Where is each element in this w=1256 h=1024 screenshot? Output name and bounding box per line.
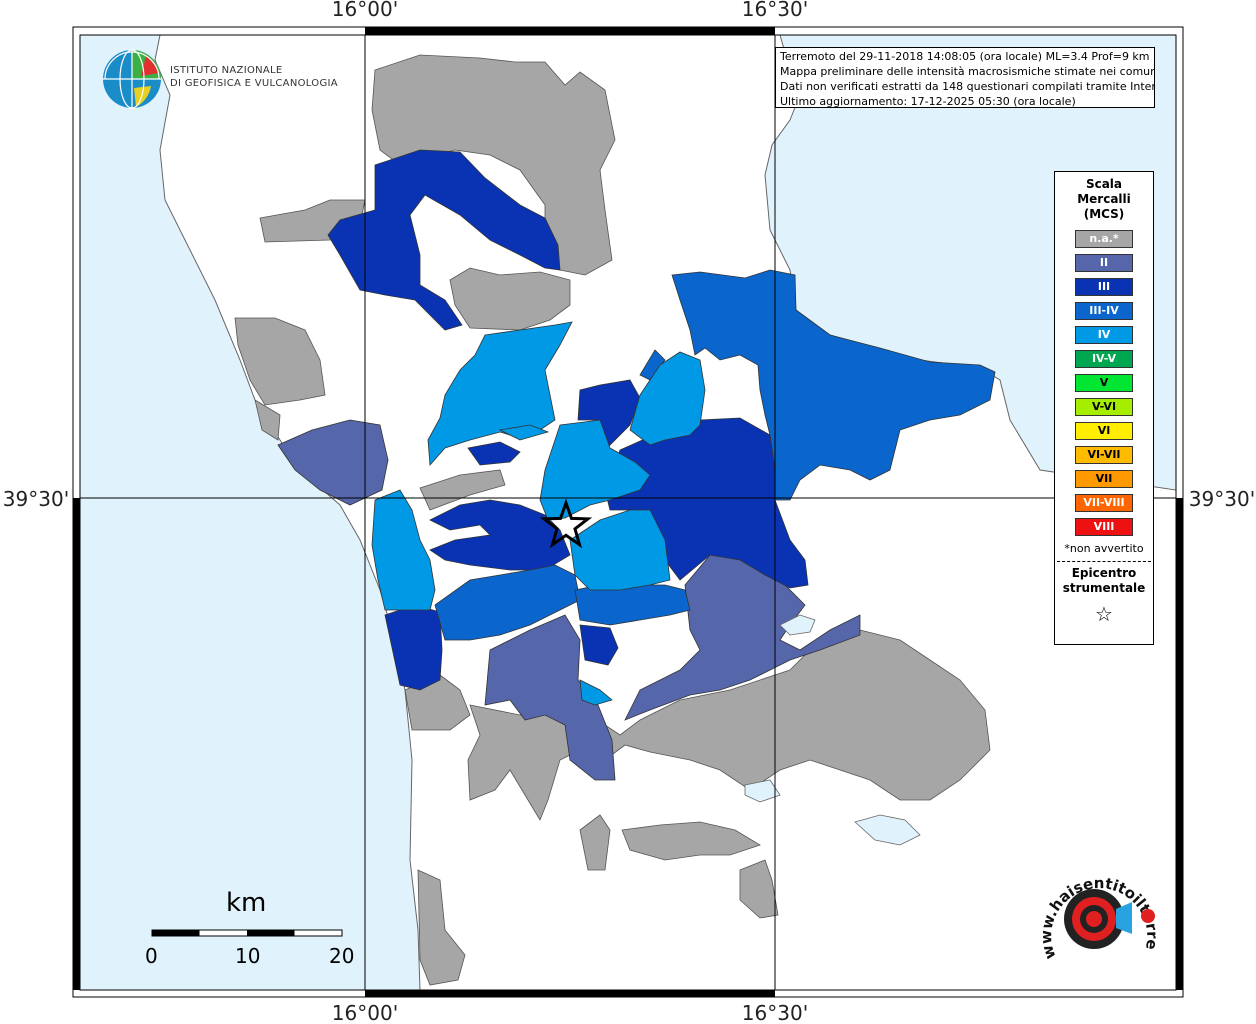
scale-label-20: 20 xyxy=(329,944,355,968)
coord-right: 39°30' xyxy=(1189,487,1255,511)
legend-item-ii: II xyxy=(1075,254,1133,272)
scale-unit: km xyxy=(226,888,267,918)
info-line: Dati non verificati estratti da 148 ques… xyxy=(780,80,1155,93)
info-line: Terremoto del 29-11-2018 14:08:05 (ora l… xyxy=(780,50,1150,63)
legend-items: n.a.* II III III-IV IV IV-V V V-VI VI VI-VII VII VI… xyxy=(1055,230,1153,536)
coord-bottom-left: 16°00' xyxy=(332,1001,398,1024)
ingv-line-2: DI GEOFISICA E VULCANOLOGIA xyxy=(170,78,338,89)
legend-item-iii-iv: III-IV xyxy=(1075,302,1133,320)
legend-star-icon: ☆ xyxy=(1095,602,1113,626)
legend-item-iii: III xyxy=(1075,278,1133,296)
legend-item-viii: VIII xyxy=(1075,518,1133,536)
regions-iii-iv xyxy=(434,269,996,641)
legend-item-iv: IV xyxy=(1075,326,1133,344)
legend: Scala Mercalli (MCS) n.a.* II III III-IV IV I… xyxy=(1054,171,1154,645)
legend-item-vi-vii: VI-VII xyxy=(1075,446,1133,464)
legend-item-vii: VII xyxy=(1075,470,1133,488)
legend-note: *non avvertito xyxy=(1064,542,1144,555)
haisentito-logo-icon: www.haisentitoilterremoto.it xyxy=(1036,862,1161,961)
legend-title: Scala Mercalli (MCS) xyxy=(1077,177,1131,221)
lakes xyxy=(744,614,921,846)
graticule xyxy=(80,35,1176,990)
legend-epicenter-label: Epicentro strumentale xyxy=(1062,566,1146,595)
legend-item-vi: VI xyxy=(1075,422,1133,440)
regions-ii xyxy=(277,419,861,781)
legend-item-n-a: n.a.* xyxy=(1075,230,1133,248)
map-frame xyxy=(72,26,1184,998)
info-line: Ultimo aggiornamento: 17-12-2025 05:30 (… xyxy=(780,95,1076,108)
ingv-logo-icon xyxy=(103,49,161,109)
ingv-line-1: ISTITUTO NAZIONALE xyxy=(170,65,283,76)
coord-top-right: 16°30' xyxy=(742,0,808,21)
epicenter-star xyxy=(539,498,593,549)
ingv-logo-text: ISTITUTO NAZIONALE DI GEOFISICA E VULCAN… xyxy=(170,64,338,90)
regions-iv xyxy=(371,321,706,706)
scale-label-0: 0 xyxy=(145,944,158,968)
info-line: Mappa preliminare delle intensità macros… xyxy=(780,65,1155,78)
legend-divider xyxy=(1057,561,1151,562)
scale-label-10: 10 xyxy=(235,944,261,968)
info-box: Terremoto del 29-11-2018 14:08:05 (ora l… xyxy=(775,47,1155,108)
legend-item-v: V xyxy=(1075,374,1133,392)
regions-not-felt xyxy=(234,54,991,986)
scale-bar xyxy=(151,929,343,937)
coord-left: 39°30' xyxy=(3,487,69,511)
regions-iii xyxy=(327,149,809,691)
coord-top-left: 16°00' xyxy=(332,0,398,21)
legend-item-vii-viii: VII-VIII xyxy=(1075,494,1133,512)
legend-item-v-vi: V-VI xyxy=(1075,398,1133,416)
coord-bottom-right: 16°30' xyxy=(742,1001,808,1024)
legend-item-iv-v: IV-V xyxy=(1075,350,1133,368)
